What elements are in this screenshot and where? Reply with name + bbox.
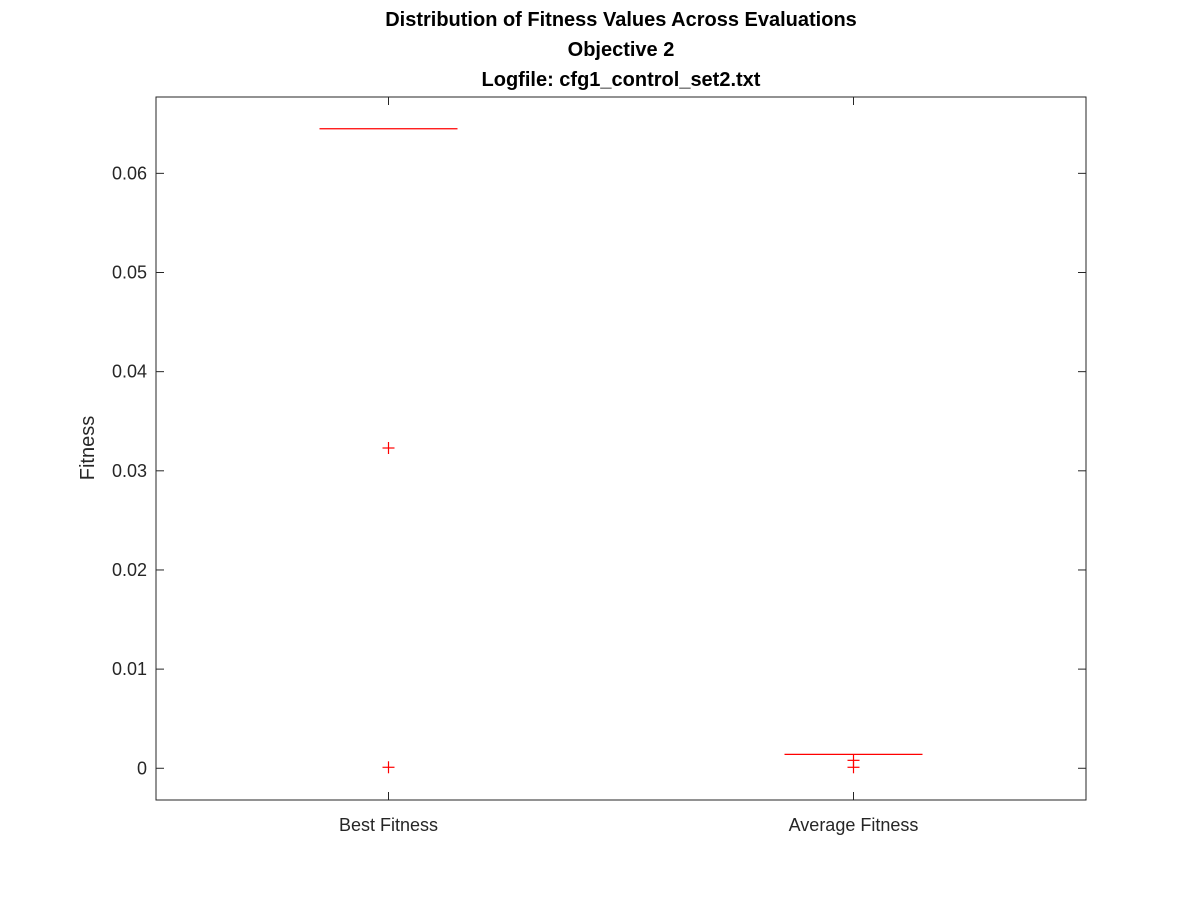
title-line-3: Logfile: cfg1_control_set2.txt bbox=[482, 69, 761, 91]
y-tick-label: 0.06 bbox=[112, 163, 147, 183]
title-line-1: Distribution of Fitness Values Across Ev… bbox=[385, 9, 857, 31]
box-marks bbox=[319, 128, 923, 774]
outlier-marker bbox=[382, 442, 395, 455]
outlier-marker bbox=[382, 761, 395, 774]
y-tick-label: 0.02 bbox=[112, 560, 147, 580]
y-axis-label: Fitness bbox=[77, 416, 99, 480]
y-tick-label: 0 bbox=[137, 758, 147, 778]
y-axis: 0 0.01 0.02 0.03 0.04 0.05 0.06 bbox=[112, 163, 1086, 778]
outlier-marker bbox=[847, 761, 860, 774]
x-tick-label: Average Fitness bbox=[789, 815, 919, 835]
x-tick-label: Best Fitness bbox=[339, 815, 438, 835]
plot-area-frame bbox=[155, 96, 1087, 801]
y-tick-label: 0.04 bbox=[112, 362, 147, 382]
chart-title: Distribution of Fitness Values Across Ev… bbox=[385, 9, 857, 91]
y-tick-label: 0.05 bbox=[112, 263, 147, 283]
y-tick-label: 0.01 bbox=[112, 659, 147, 679]
x-axis: Best Fitness Average Fitness bbox=[339, 97, 918, 835]
y-tick-label: 0.03 bbox=[112, 461, 147, 481]
title-line-2: Objective 2 bbox=[568, 39, 675, 61]
